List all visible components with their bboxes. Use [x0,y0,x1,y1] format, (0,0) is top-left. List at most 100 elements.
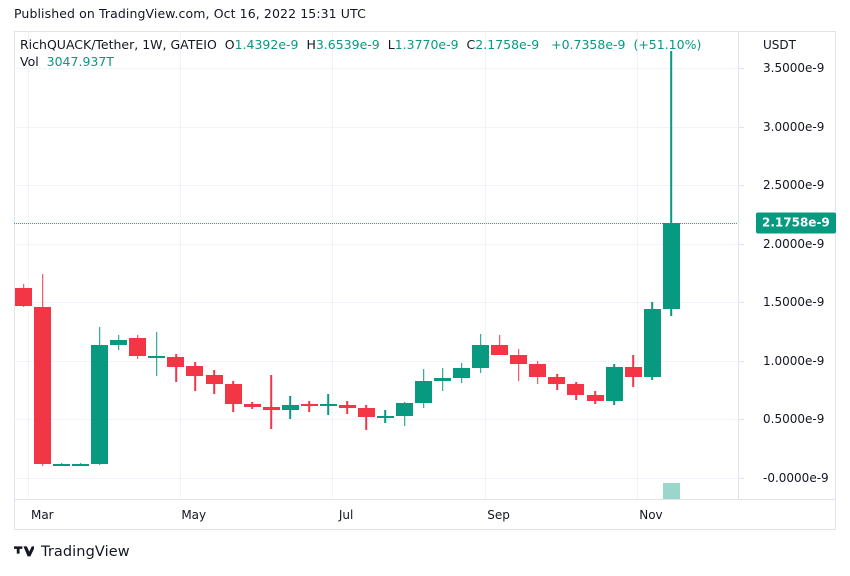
candle-body [491,344,509,356]
candle-body [396,403,414,416]
candlestick [72,462,90,466]
candlestick [396,401,414,427]
time-axis-label: Mar [30,508,54,522]
candle-body [53,463,71,466]
candle-wick [270,374,272,429]
candlestick [129,335,147,359]
price-tick-mark [739,477,744,479]
candlestick [605,364,623,406]
legend-open-value: 1.4392e-9 [234,37,299,52]
candle-body [548,377,566,385]
vertical-gridline [484,31,486,499]
candle-wick [308,400,311,413]
candlestick [262,374,280,429]
vertical-gridline [28,31,30,499]
price-tick-mark [739,243,744,245]
candlestick [186,362,204,392]
candlestick [472,334,490,373]
current-price-line [14,223,737,225]
legend-close-value: 2.1758e-9 [475,37,540,52]
price-tick-mark [739,302,744,304]
candlestick [53,462,71,466]
horizontal-gridline [14,302,737,304]
candle-body [281,405,299,411]
candlestick [453,363,471,384]
candle-body [34,307,52,464]
candle-body [148,356,166,359]
published-caption: Published on TradingView.com, Oct 16, 20… [14,6,366,21]
candle-body [434,378,452,381]
candlestick [205,370,223,394]
vertical-gridline [332,31,334,499]
horizontal-gridline [14,185,737,187]
legend-volume-value: 3047.937T [46,54,114,69]
candlestick [15,283,33,308]
time-axis-label: Sep [487,508,510,522]
candle-wick [670,50,673,317]
candlestick [662,50,680,317]
candle-wick [518,349,520,381]
price-tick-mark [739,360,744,362]
price-axis-label: 0.5000e-9 [763,412,825,427]
time-scale[interactable]: Mar May Jul Sep Nov [14,499,836,530]
candle-body [224,384,242,405]
volume-bar [662,483,680,499]
vertical-gridline [636,31,638,499]
legend-high-value: 3.6539e-9 [315,37,380,52]
price-axis-label: 2.5000e-9 [763,178,825,193]
price-scale-unit: USDT [763,38,796,52]
candlestick [243,401,261,409]
candle-wick [365,405,368,430]
candlestick [110,335,128,351]
candle-body [91,344,109,464]
current-price-badge[interactable]: 2.1758e-9 [756,212,836,234]
price-scale[interactable]: 3.5000e-9 3.0000e-9 2.5000e-9 2.0000e-9 1.50… [738,31,836,499]
candle-body [15,288,33,306]
candle-wick [156,331,158,377]
chart-frame [14,31,836,530]
price-tick-mark [739,419,744,421]
candle-body [72,463,90,466]
candlestick [281,396,299,420]
legend-low-value: 1.3770e-9 [394,37,459,52]
candle-body [453,367,471,379]
legend-low-label: L [387,37,395,52]
candlestick [624,355,642,387]
candle-body [662,222,680,310]
candle-wick [194,362,196,392]
candle-body [167,357,185,367]
tradingview-footer: TradingView [14,544,130,560]
time-axis-label: May [181,508,207,522]
candle-body [376,415,394,418]
candlestick [567,382,585,400]
price-axis-label: 1.5000e-9 [763,295,825,310]
candle-body [567,384,585,395]
candle-body [605,366,623,401]
price-axis-label: 1.0000e-9 [763,353,825,368]
candlestick [586,391,604,405]
candlestick [548,373,566,391]
legend-open-label: O [224,37,235,52]
candlestick [91,327,109,466]
candlestick [338,400,356,414]
candle-body [129,337,147,357]
candlestick [491,335,509,356]
candle-body [586,394,604,401]
candlestick [224,380,242,413]
chart-plot-area[interactable] [14,31,737,499]
legend-symbol[interactable]: RichQUACK/Tether, 1W, GATEIO [20,37,217,52]
horizontal-gridline [14,68,737,70]
price-axis-label: -0.0000e-9 [763,470,829,485]
horizontal-gridline [14,243,737,245]
horizontal-gridline [14,477,737,479]
candlestick [510,349,528,381]
candle-body [643,309,661,378]
candlestick [357,405,375,430]
legend-high-label: H [306,37,316,52]
candle-body [624,366,642,378]
price-tick-mark [739,126,744,128]
candlestick [148,331,166,377]
candlestick [643,302,661,380]
tradingview-logo-icon [14,545,34,556]
